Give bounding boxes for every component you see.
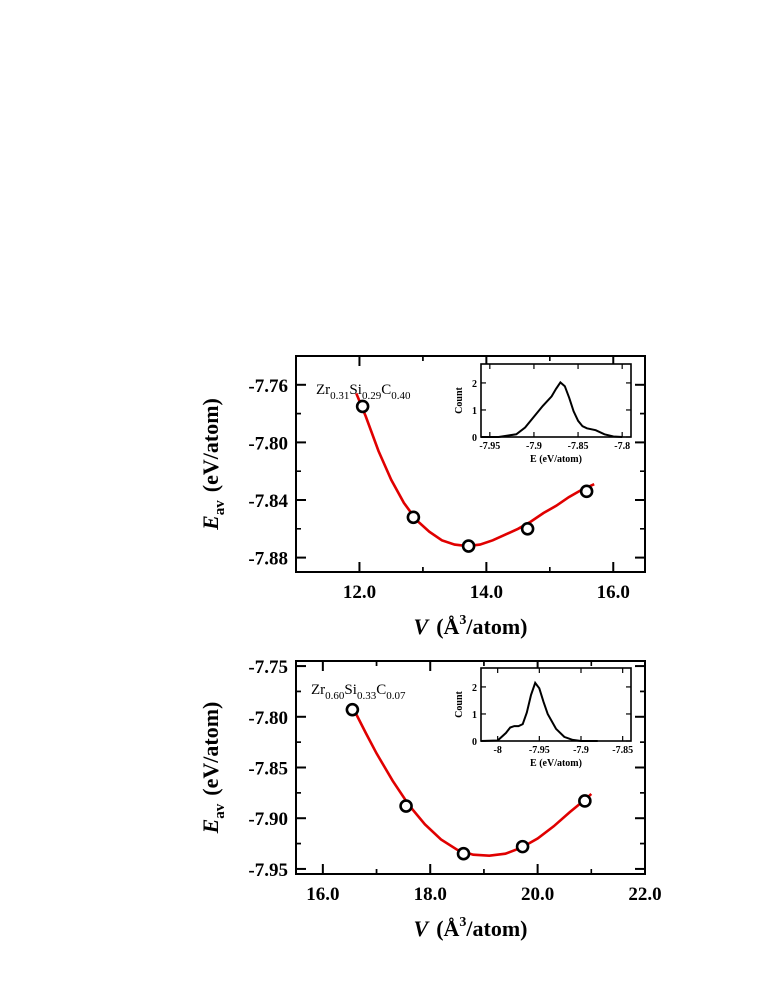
- data-point: [406, 510, 421, 525]
- inset-y-tick-label: 1: [472, 710, 477, 721]
- chart-panel-2: 16.0 18.0 20.0 22.0-7.75-7.80-7.85-7.90-7.9…: [198, 657, 662, 941]
- inset-x-axis-label: E (eV/atom): [530, 454, 582, 465]
- data-point: [579, 484, 594, 499]
- y-tick-label: -7.85: [248, 759, 288, 780]
- plot-frame: [295, 355, 646, 573]
- inset-chart: -7.95 -7.9 -7.85 -7.8 0 1 2 E (eV/atom) Count: [454, 363, 632, 465]
- x-tick-label: 16.0: [597, 582, 630, 603]
- x-tick-label: 12.0: [343, 582, 376, 603]
- inset-x-tick-label: -7.95: [529, 745, 550, 756]
- x-tick-label: 16.0: [306, 884, 339, 905]
- inset-chart: -8 -7.95 -7.9 -7.85 0 1 2 E (eV/atom) Count: [454, 667, 633, 769]
- inset-x-axis-label: E (eV/atom): [530, 758, 582, 769]
- x-axis-label: V (Å3/atom): [414, 613, 528, 639]
- x-tick-label: 22.0: [628, 884, 661, 905]
- data-point: [456, 846, 471, 861]
- inset-y-tick-label: 0: [472, 433, 477, 444]
- inset-x-tick-label: -7.9: [573, 745, 589, 756]
- y-tick-label: -7.80: [248, 433, 288, 454]
- y-axis-label: Eav(eV/atom): [198, 398, 228, 531]
- chart-panel-1: 12.0 14.0 16.0-7.76-7.80-7.84-7.88V (Å3/ato…: [198, 355, 646, 639]
- data-point: [578, 794, 592, 808]
- inset-x-tick-label: -8: [493, 745, 501, 756]
- y-tick-label: -7.90: [248, 809, 288, 830]
- composition-label: Zr0.60Si0.33C0.07: [311, 682, 406, 702]
- inset-x-tick-label: -7.95: [479, 441, 500, 452]
- inset-y-axis-label: Count: [454, 386, 465, 413]
- data-point: [515, 839, 530, 854]
- data-point: [345, 702, 360, 717]
- y-tick-label: -7.75: [248, 657, 288, 678]
- inset-x-tick-label: -7.85: [612, 745, 633, 756]
- inset-x-tick-label: -7.85: [568, 441, 589, 452]
- y-tick-label: -7.76: [248, 376, 288, 397]
- inset-y-tick-label: 1: [472, 406, 477, 417]
- data-point: [355, 399, 370, 414]
- y-axis-label: Eav(eV/atom): [198, 702, 228, 835]
- y-tick-label: -7.95: [248, 860, 288, 881]
- inset-frame: [480, 363, 632, 438]
- x-tick-label: 14.0: [470, 582, 503, 603]
- inset-distribution-line: [480, 680, 598, 742]
- composition-label: Zr0.31Si0.29C0.40: [316, 382, 411, 402]
- x-tick-label: 20.0: [521, 884, 554, 905]
- inset-x-tick-label: -7.9: [526, 441, 542, 452]
- data-point: [399, 799, 413, 813]
- inset-x-tick-label: -7.8: [614, 441, 630, 452]
- y-tick-label: -7.80: [248, 708, 288, 729]
- fit-curve: [351, 706, 593, 858]
- data-point: [461, 539, 476, 553]
- x-tick-label: 18.0: [414, 884, 447, 905]
- inset-y-tick-label: 2: [472, 379, 477, 390]
- inset-distribution-line: [481, 380, 623, 438]
- inset-y-tick-label: 2: [472, 683, 477, 694]
- y-tick-label: -7.88: [248, 549, 288, 570]
- data-point: [520, 521, 535, 536]
- inset-y-tick-label: 0: [472, 737, 477, 748]
- x-axis-label: V (Å3/atom): [414, 915, 528, 941]
- inset-y-axis-label: Count: [454, 690, 465, 717]
- y-tick-label: -7.84: [248, 491, 288, 512]
